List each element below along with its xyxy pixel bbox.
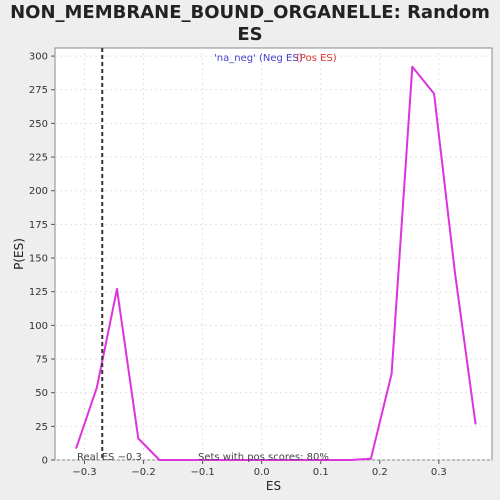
x-tick-label: 0.3 [431, 467, 447, 478]
data-point [201, 459, 204, 461]
data-point [285, 459, 288, 461]
y-tick-label: 25 [35, 422, 48, 433]
legend-pos-label: (Pos ES) [296, 53, 337, 64]
data-point [474, 422, 477, 425]
data-point [306, 459, 309, 461]
legend-neg-label: 'na_neg' (Neg ES) [214, 53, 303, 64]
grid-lines [55, 48, 492, 461]
y-tick-label: 275 [29, 85, 48, 96]
y-tick-label: 0 [42, 456, 48, 467]
data-point [328, 459, 331, 461]
x-tick-label: 0.1 [313, 467, 329, 478]
data-point [158, 459, 161, 461]
series-line [75, 65, 477, 461]
data-point [95, 386, 98, 389]
data-point [75, 446, 78, 449]
data-point [137, 437, 140, 440]
y-axis-ticks: 0 25 50 75 100 125 150 175 200 225 250 275 300 [29, 52, 55, 467]
data-point [369, 457, 372, 460]
x-tick-label: 0.0 [254, 467, 270, 478]
data-point [433, 92, 436, 95]
data-points [75, 65, 477, 461]
x-tick-label: −0.2 [131, 467, 155, 478]
data-point [243, 459, 246, 461]
y-tick-label: 300 [29, 52, 48, 63]
y-tick-label: 100 [29, 321, 48, 332]
y-tick-label: 200 [29, 186, 48, 197]
x-tick-label: −0.1 [190, 467, 214, 478]
y-tick-label: 225 [29, 153, 48, 164]
data-point [179, 459, 182, 461]
plot-area [54, 47, 493, 461]
y-tick-label: 50 [35, 388, 48, 399]
data-point [411, 65, 414, 68]
y-axis-label: P(ES) [12, 238, 26, 270]
footnote-label: Sets with pos scores: 80% [198, 452, 329, 463]
x-tick-label: 0.2 [372, 467, 388, 478]
series-layer [75, 65, 477, 461]
data-point [349, 459, 352, 461]
data-point [453, 270, 456, 273]
real-es-label: Real ES −0.3 [77, 452, 142, 463]
y-tick-label: 250 [29, 119, 48, 130]
x-tick-label: −0.3 [72, 467, 96, 478]
data-point [116, 288, 119, 291]
data-point [222, 459, 225, 461]
y-tick-label: 125 [29, 287, 48, 298]
data-point [264, 459, 267, 461]
y-tick-label: 150 [29, 254, 48, 265]
y-tick-label: 75 [35, 355, 48, 366]
data-point [390, 372, 393, 375]
x-axis-label: ES [266, 479, 281, 493]
y-tick-label: 175 [29, 220, 48, 231]
chart-title-line1: NON_MEMBRANE_BOUND_ORGANELLE: Random ES [10, 2, 490, 45]
